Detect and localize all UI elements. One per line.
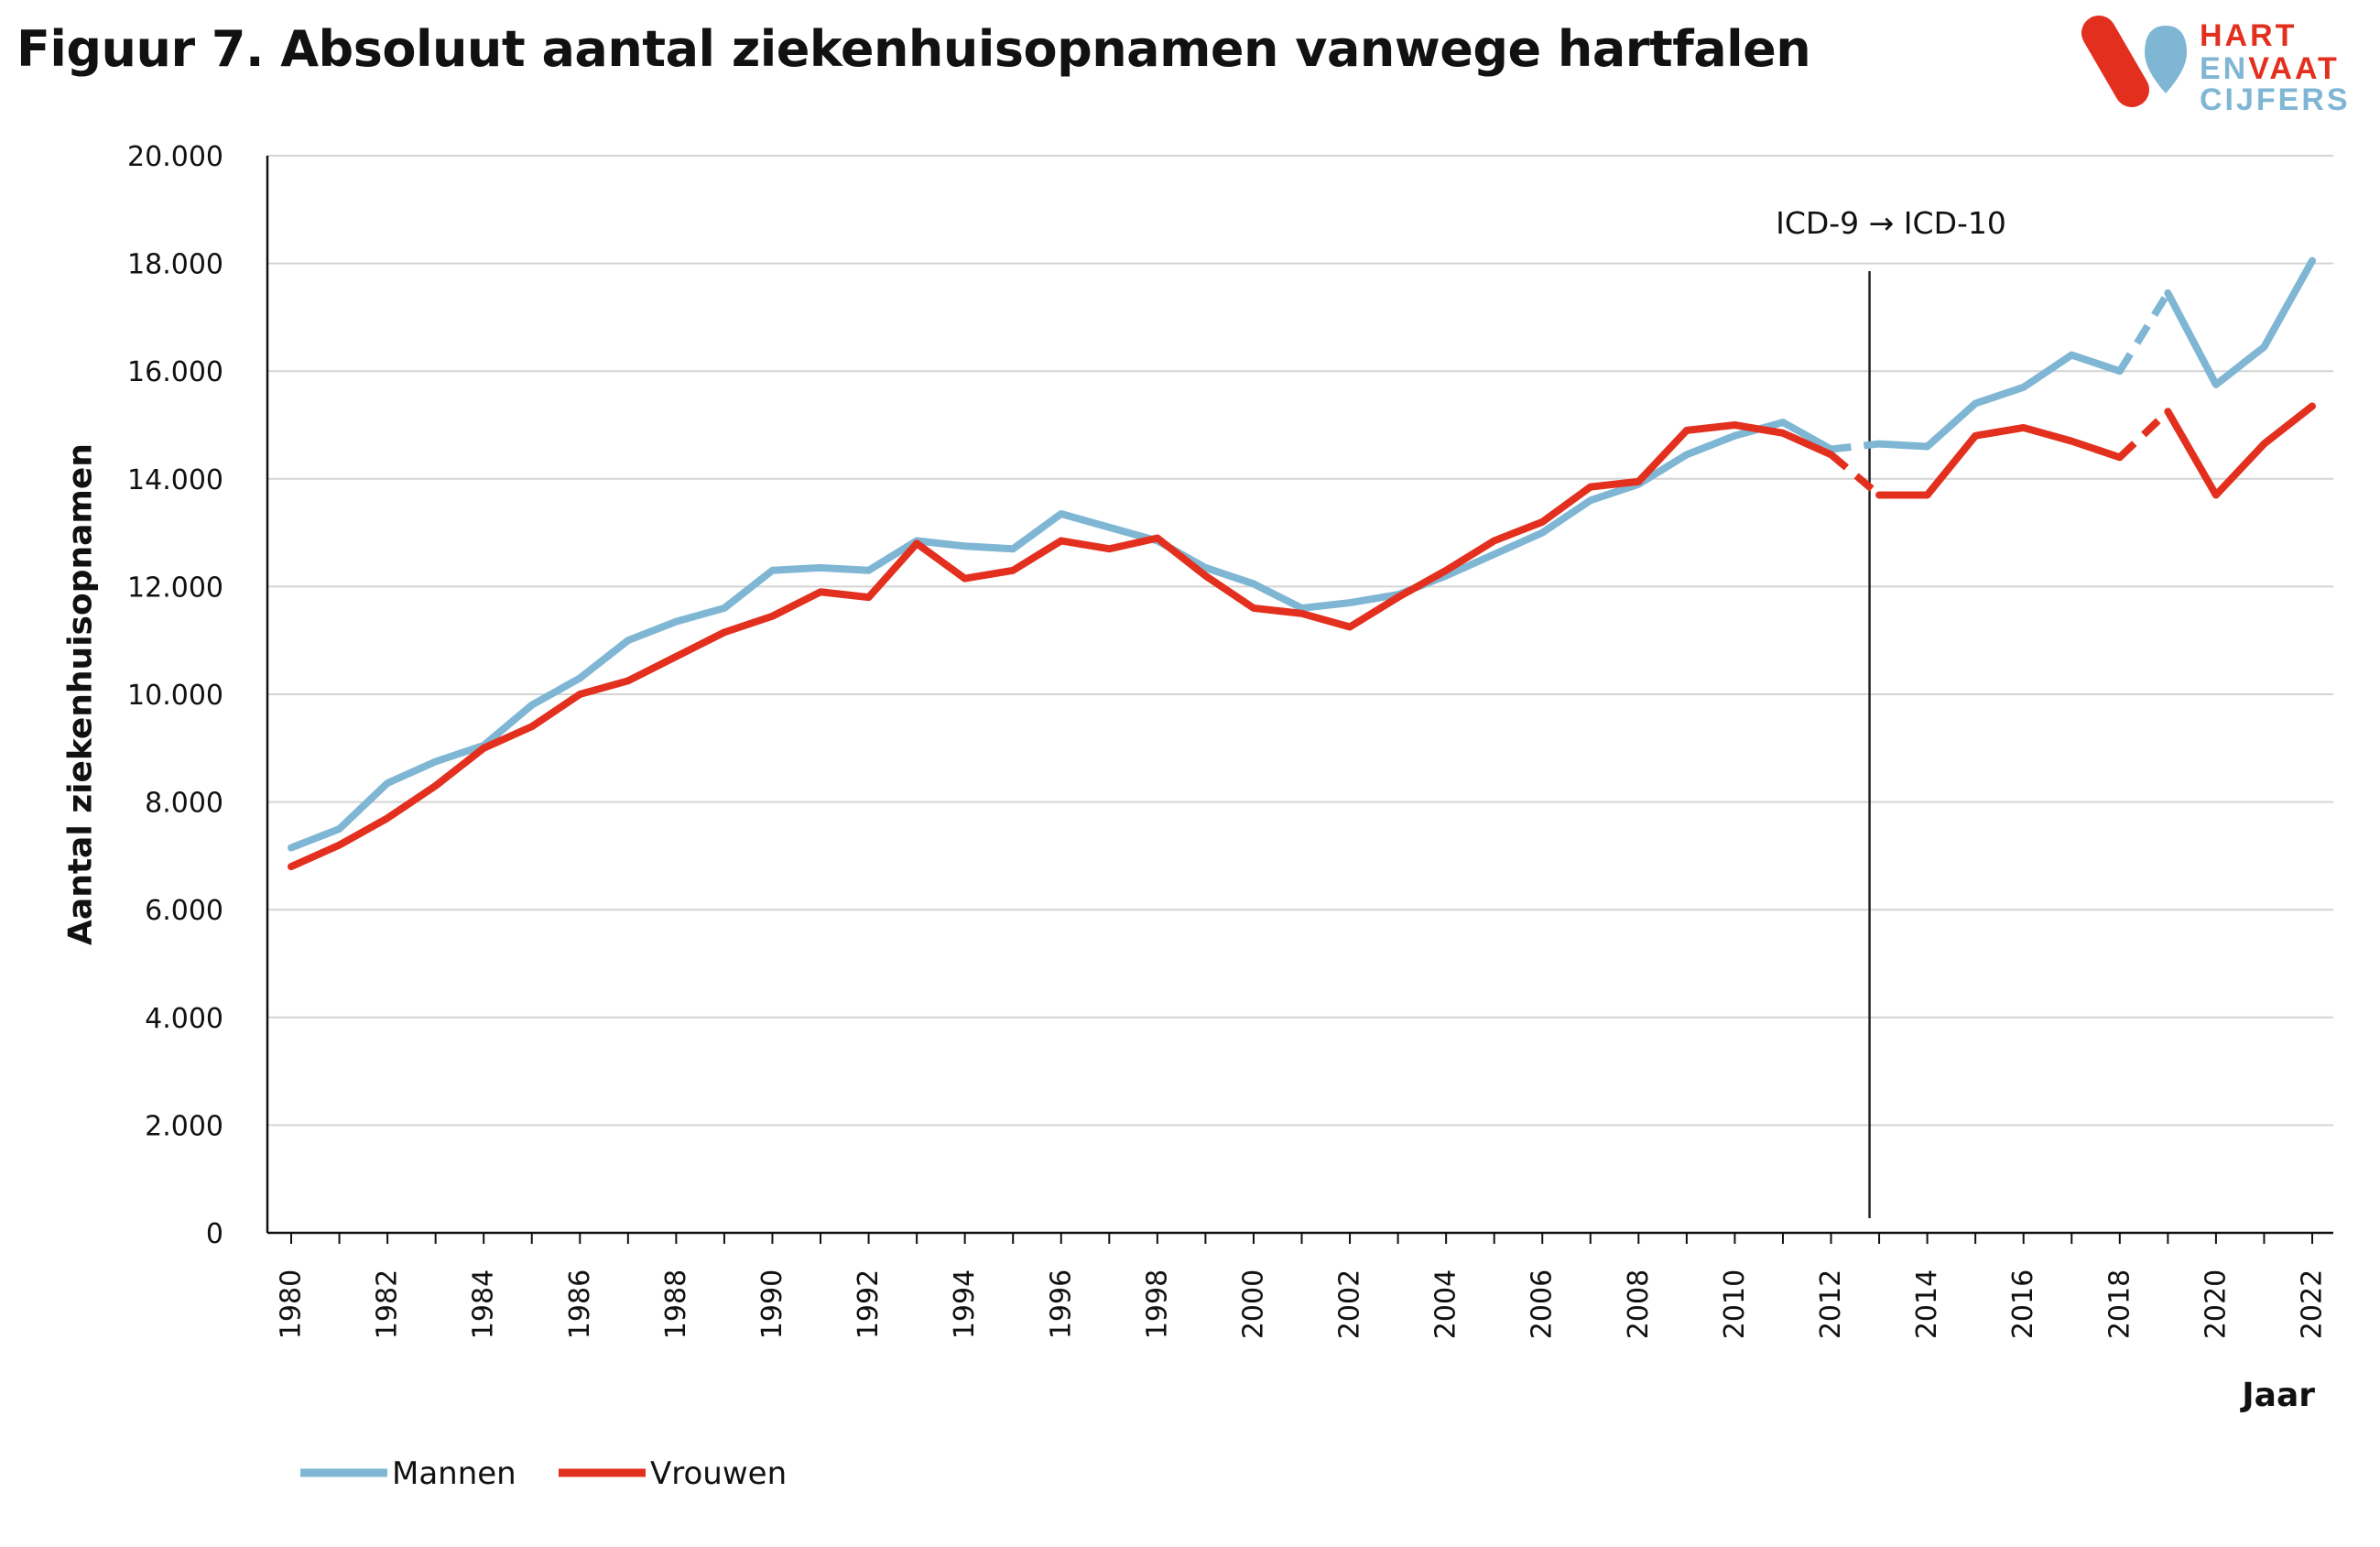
series-dashed-segment-mannen bbox=[2116, 290, 2171, 374]
logo-text-hart: HART bbox=[2200, 18, 2297, 53]
x-tick-label: 1988 bbox=[660, 1269, 692, 1339]
y-tick-label: 8.000 bbox=[145, 788, 223, 820]
y-tick-label: 12.000 bbox=[127, 572, 223, 604]
y-tick-label: 16.000 bbox=[127, 356, 223, 388]
y-tick-label: 18.000 bbox=[127, 249, 223, 281]
axes bbox=[266, 156, 2333, 1244]
series-vrouwen bbox=[288, 402, 2316, 871]
icd-annotation: ICD-9 → ICD-10 bbox=[1776, 205, 2006, 1218]
x-tick-label: 2004 bbox=[1430, 1269, 1462, 1339]
series-line-mannen bbox=[288, 419, 1835, 852]
x-axis-title: Jaar bbox=[2239, 1377, 2315, 1414]
x-tick-label: 2022 bbox=[2297, 1269, 2329, 1339]
series-line-vrouwen bbox=[288, 421, 1835, 871]
legend-label-mannen: Mannen bbox=[392, 1455, 516, 1492]
chart-title: Figuur 7. Absoluut aantal ziekenhuisopna… bbox=[16, 20, 1811, 78]
x-tick-label: 1984 bbox=[468, 1269, 500, 1339]
y-tick-label: 4.000 bbox=[145, 1003, 223, 1035]
logo-blue-drop bbox=[2145, 26, 2187, 93]
series-dashed-segment-vrouwen bbox=[2117, 409, 2171, 461]
x-tick-label: 1982 bbox=[372, 1269, 404, 1339]
logo-text-vaat: VAAT bbox=[2248, 51, 2340, 86]
logo-text-en-vaat: ENVAAT bbox=[2200, 51, 2340, 86]
x-tick-label: 2012 bbox=[1815, 1269, 1847, 1339]
legend: Mannen Vrouwen bbox=[300, 1455, 787, 1492]
x-tick-label: 2006 bbox=[1527, 1269, 1559, 1339]
y-tick-label: 10.000 bbox=[127, 680, 223, 712]
x-tick-label: 2008 bbox=[1623, 1269, 1655, 1339]
grid-lines bbox=[267, 155, 2333, 1127]
y-tick-label: 0 bbox=[206, 1218, 223, 1250]
x-tick-label: 2020 bbox=[2200, 1269, 2232, 1339]
y-tick-label: 2.000 bbox=[145, 1110, 223, 1142]
series-mannen bbox=[288, 256, 2316, 852]
series-line-vrouwen bbox=[2164, 402, 2316, 499]
logo-text-en: EN bbox=[2200, 51, 2248, 86]
y-tick-label: 14.000 bbox=[127, 464, 223, 496]
series-line-vrouwen bbox=[1875, 423, 2124, 499]
icd-annotation-label: ICD-9 → ICD-10 bbox=[1776, 205, 2006, 241]
hart-en-vaat-cijfers-logo: HART ENVAAT CIJFERS bbox=[2081, 16, 2351, 114]
x-tick-label: 1996 bbox=[1045, 1269, 1077, 1339]
y-axis-title: Aantal ziekenhuisopnamen bbox=[62, 443, 100, 945]
x-tick-label: 2000 bbox=[1237, 1269, 1269, 1339]
series-dashed-segment-vrouwen bbox=[1828, 452, 1882, 498]
series-line-mannen bbox=[1875, 351, 2124, 451]
y-tick-label: 6.000 bbox=[145, 895, 223, 927]
series-dashed-segment-mannen bbox=[1831, 440, 1880, 453]
x-tick-label: 1992 bbox=[853, 1269, 885, 1339]
x-tick-label: 2018 bbox=[2103, 1269, 2135, 1339]
x-tick-labels: 1980 1982 1984 1986 1988 1990 1992 1994 1996 1998… bbox=[276, 1269, 2329, 1339]
legend-label-vrouwen: Vrouwen bbox=[650, 1455, 787, 1492]
x-tick-label: 1980 bbox=[276, 1269, 308, 1339]
logo-red-stroke bbox=[2081, 16, 2149, 107]
x-tick-label: 1998 bbox=[1141, 1269, 1173, 1339]
series-lines bbox=[288, 256, 2316, 871]
x-tick-label: 1986 bbox=[564, 1269, 596, 1339]
x-tick-label: 1994 bbox=[949, 1269, 981, 1339]
x-tick-label: 2010 bbox=[1719, 1269, 1751, 1339]
x-tick-label: 1990 bbox=[756, 1269, 788, 1339]
y-tick-labels: 0 2.000 4.000 6.000 8.000 10.000 12.000 14.000 1… bbox=[127, 141, 223, 1250]
series-line-mannen bbox=[2164, 256, 2316, 388]
x-tick-label: 2016 bbox=[2007, 1269, 2039, 1339]
x-tick-label: 2002 bbox=[1334, 1269, 1366, 1339]
y-tick-label: 20.000 bbox=[127, 141, 223, 173]
logo-text-cijfers: CIJFERS bbox=[2200, 82, 2351, 114]
x-tick-label: 2014 bbox=[1911, 1269, 1943, 1339]
